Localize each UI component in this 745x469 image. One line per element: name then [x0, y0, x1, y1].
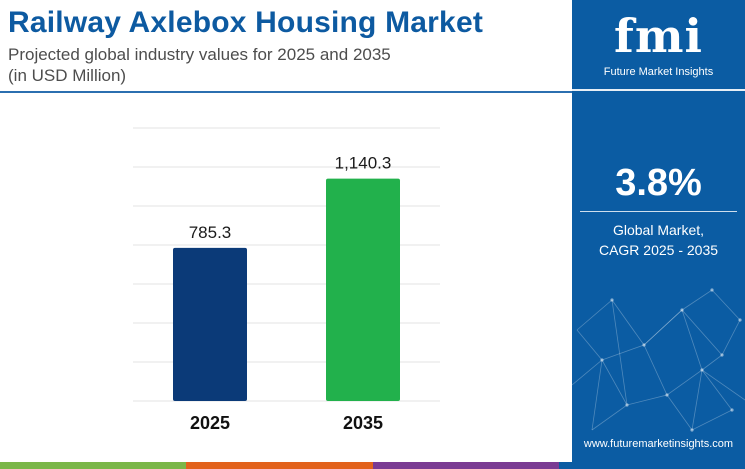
data-label-2025: 785.3	[189, 223, 232, 242]
title-divider	[0, 91, 572, 93]
bar-chart: 785.3 2025 1,140.3 2035	[133, 127, 440, 433]
bar-2025	[173, 247, 247, 401]
website-link[interactable]: www.futuremarketinsights.com	[583, 438, 734, 450]
bottom-color-bar	[0, 462, 745, 469]
chart-unit: (in USD Million)	[8, 66, 127, 85]
logo-divider	[572, 89, 745, 91]
chart-title: Railway Axlebox Housing Market	[8, 6, 484, 39]
bar-2035	[326, 178, 400, 401]
cagr-divider	[580, 211, 737, 212]
x-tick-label-2035: 2035	[343, 413, 383, 433]
x-tick-label-2025: 2025	[190, 413, 230, 433]
data-label-2035: 1,140.3	[335, 154, 392, 173]
chart-panel: Railway Axlebox Housing Market Projected…	[0, 6, 572, 433]
logo-company-name: Future Market Insights	[603, 66, 714, 78]
cagr-label-line-1: Global Market,	[612, 222, 705, 238]
cagr-label-line-2: CAGR 2025 - 2035	[598, 242, 719, 258]
bottom-bar-segment	[0, 462, 187, 469]
cagr-panel: fmi Future Market Insights 3.8% Global M…	[572, 0, 745, 462]
cagr-value: 3.8%	[615, 162, 702, 204]
logo-letters: fmi	[614, 9, 703, 63]
bottom-bar-segment	[186, 462, 373, 469]
chart-subtitle: Projected global industry values for 202…	[8, 45, 391, 64]
bottom-bar-segment	[558, 462, 745, 469]
bottom-bar-segment	[372, 462, 559, 469]
fmi-logo: fmi Future Market Insights	[572, 8, 745, 78]
network-pattern-graphic	[572, 288, 745, 432]
